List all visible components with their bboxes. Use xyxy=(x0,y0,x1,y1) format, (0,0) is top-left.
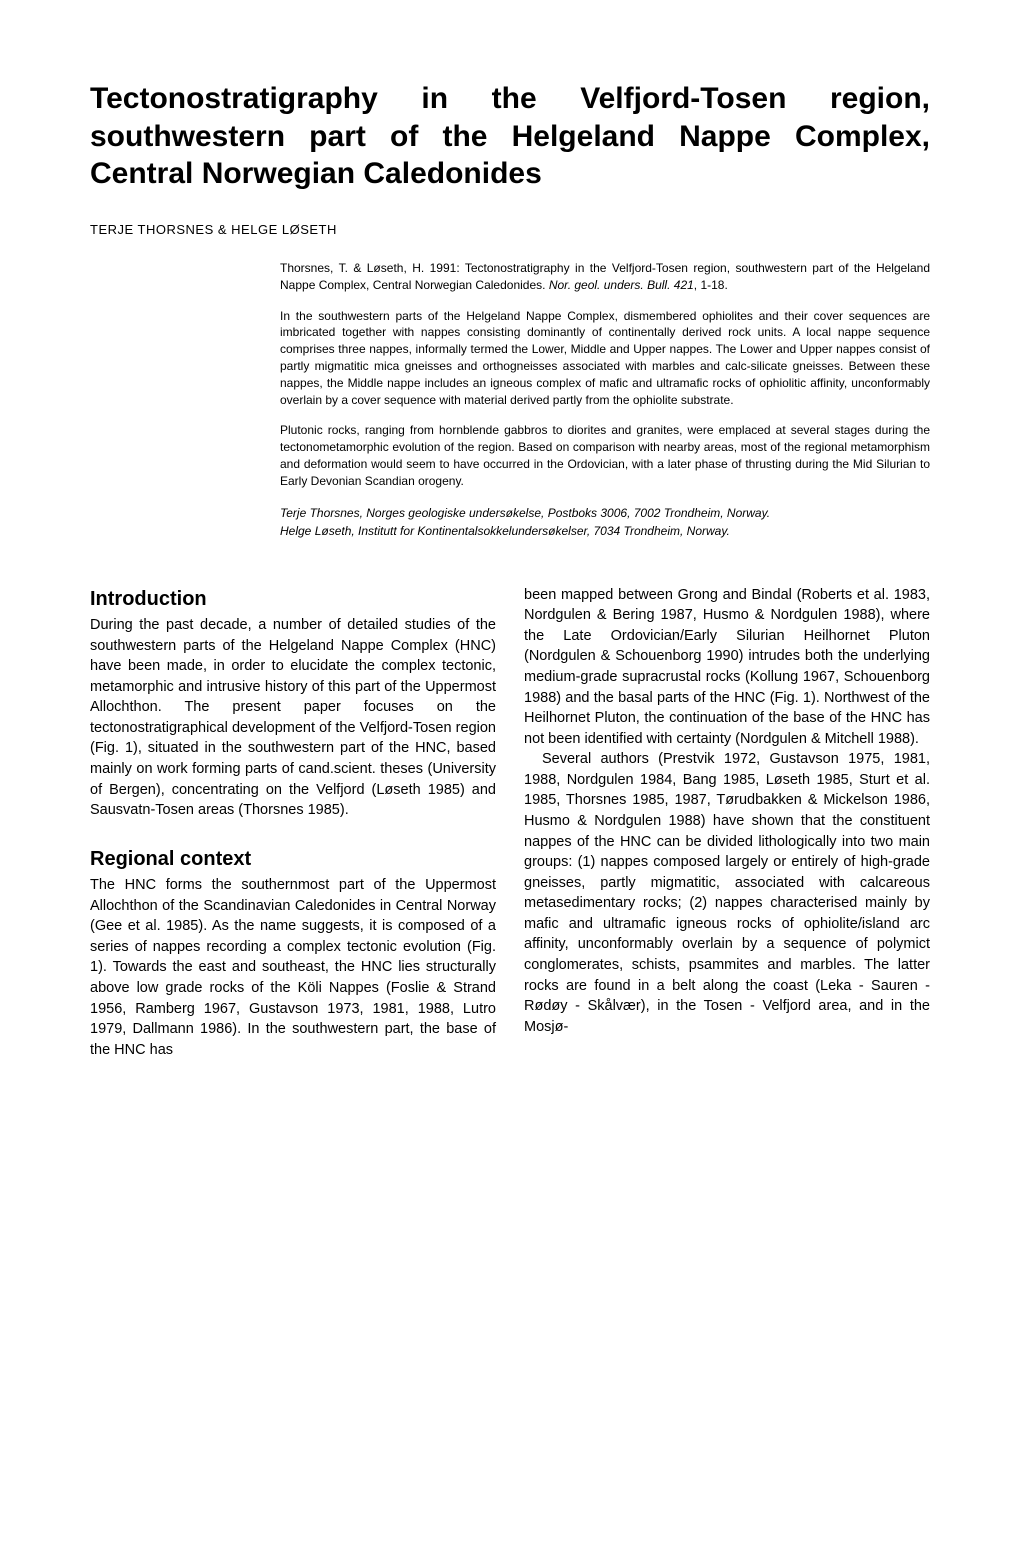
column-right: been mapped between Grong and Bindal (Ro… xyxy=(524,585,930,1061)
citation: Thorsnes, T. & Løseth, H. 1991: Tectonos… xyxy=(280,260,930,294)
paper-title: Tectonostratigraphy in the Velfjord-Tose… xyxy=(90,80,930,193)
author-affiliation-1: Terje Thorsnes, Norges geologiske unders… xyxy=(280,504,930,522)
author-affiliation-2: Helge Løseth, Institutt for Kontinentals… xyxy=(280,522,930,540)
abstract-paragraph-1: In the southwestern parts of the Helgela… xyxy=(280,308,930,409)
regional-context-text: The HNC forms the southernmost part of t… xyxy=(90,875,496,1060)
citation-suffix: , 1-18. xyxy=(694,278,728,292)
citation-journal: Nor. geol. unders. Bull. 421 xyxy=(549,278,694,292)
body-two-column: Introduction During the past decade, a n… xyxy=(90,585,930,1061)
introduction-heading: Introduction xyxy=(90,585,496,613)
abstract-block: Thorsnes, T. & Løseth, H. 1991: Tectonos… xyxy=(280,260,930,540)
regional-context-heading: Regional context xyxy=(90,845,496,873)
authors-line: TERJE THORSNES & HELGE LØSETH xyxy=(90,221,930,239)
abstract-paragraph-2: Plutonic rocks, ranging from hornblende … xyxy=(280,422,930,489)
introduction-text: During the past decade, a number of deta… xyxy=(90,615,496,821)
column-left: Introduction During the past decade, a n… xyxy=(90,585,496,1061)
column2-paragraph-2: Several authors (Prestvik 1972, Gustavso… xyxy=(524,749,930,1037)
column2-paragraph-1: been mapped between Grong and Bindal (Ro… xyxy=(524,585,930,750)
